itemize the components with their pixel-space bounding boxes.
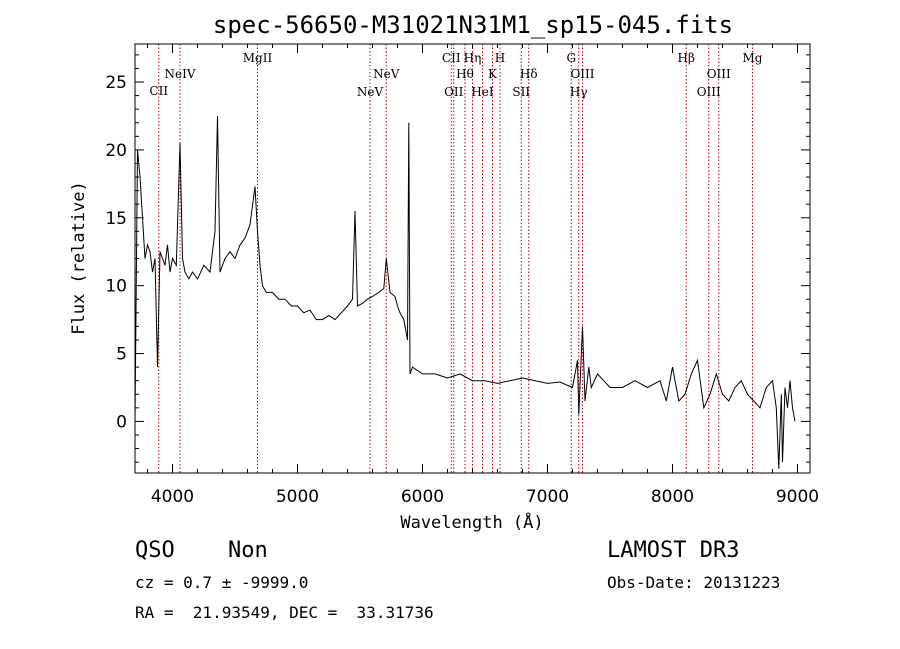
y-tick-label: 5: [116, 345, 127, 365]
x-axis-ticks: 4000 5000 6000 7000 8000 9000: [147, 44, 819, 507]
emission-line-label: G: [566, 51, 576, 65]
x-tick-label: 5000: [276, 487, 319, 507]
redshift-line: cz = 0.7 ± -9999.0: [135, 573, 309, 592]
chart-title: spec-56650-M31021N31M1_sp15-045.fits: [213, 11, 733, 39]
emission-line-markers: [158, 44, 753, 473]
emission-line-label: NeIV: [164, 67, 195, 81]
emission-line-label: Mg: [743, 51, 763, 65]
emission-line-label: H: [495, 51, 505, 65]
emission-line-labels: CII NeIV MgII NeV NeV CII OII Hθ Hη HeI KH SII Hδ G Hγ…: [149, 51, 762, 99]
emission-line-label: CII: [442, 51, 461, 65]
emission-line-label: Hδ: [520, 67, 538, 81]
survey-release: LAMOST DR3: [607, 538, 740, 563]
coordinates: RA = 21.93549, DEC = 33.31736: [135, 603, 434, 622]
object-subclass: Non: [228, 538, 268, 563]
x-tick-label: 9000: [776, 487, 819, 507]
spectrum-line: [134, 115, 796, 469]
emission-line-label: Hγ: [570, 85, 588, 99]
emission-line-label: CII: [149, 84, 168, 98]
observation-date: Obs-Date: 20131223: [607, 573, 781, 592]
emission-line-label: Hβ: [678, 51, 695, 65]
emission-line-label: HeI: [471, 85, 494, 99]
object-class: QSO: [135, 538, 175, 563]
emission-line-label: OIII: [707, 67, 731, 81]
y-axis-label: Flux (relative): [69, 181, 89, 335]
emission-line-label: SII: [512, 85, 530, 99]
y-tick-label: 0: [116, 412, 127, 432]
x-axis-label: Wavelength (Å): [400, 511, 543, 533]
emission-line-label: K: [488, 67, 498, 81]
emission-line-label: NeV: [357, 85, 384, 99]
x-tick-label: 6000: [401, 487, 444, 507]
y-tick-label: 20: [105, 141, 127, 161]
y-tick-label: 15: [105, 209, 127, 229]
emission-line-label: NeV: [373, 67, 400, 81]
emission-line-label: OII: [444, 85, 464, 99]
x-tick-label: 7000: [526, 487, 569, 507]
emission-line-label: MgII: [243, 51, 273, 65]
emission-line-label: Hθ: [456, 67, 474, 81]
x-tick-label: 4000: [151, 487, 194, 507]
y-tick-label: 10: [105, 277, 127, 297]
y-axis-ticks: 0 5 10 15 20 25: [105, 54, 810, 463]
x-tick-label: 8000: [651, 487, 694, 507]
y-tick-label: 25: [105, 73, 127, 93]
emission-line-label: OIII: [697, 85, 721, 99]
emission-line-label: Hη: [464, 51, 482, 65]
emission-line-label: OIII: [570, 67, 594, 81]
